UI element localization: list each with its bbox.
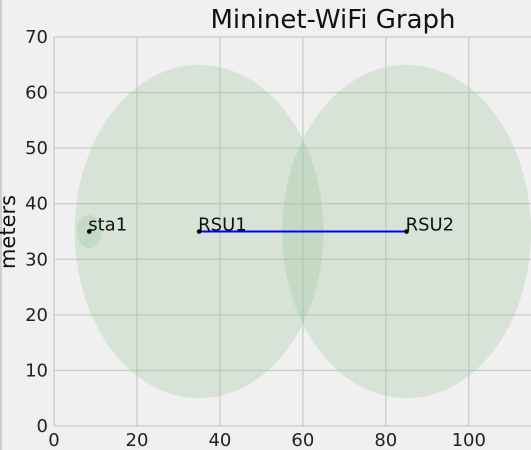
x-tick-label: 20 [126, 430, 149, 450]
x-tick-label: 0 [48, 430, 59, 450]
y-tick-label: 60 [25, 83, 48, 104]
y-tick-label: 40 [25, 194, 48, 215]
y-tick-label: 0 [37, 416, 48, 437]
label-layer: sta1 RSU1 RSU2 [88, 215, 454, 236]
chart-title: Mininet-WiFi Graph [210, 5, 455, 35]
node-point-rsu1 [196, 229, 202, 234]
x-tick-label: 100 [452, 430, 486, 450]
node-layer [86, 229, 409, 234]
x-tick-label: 80 [374, 430, 397, 450]
node-label-sta1: sta1 [88, 215, 127, 236]
node-point-sta1 [86, 229, 92, 234]
window-left-border [0, 0, 2, 450]
y-axis-title: meters [0, 195, 20, 269]
y-tick-label: 30 [25, 249, 48, 270]
y-tick-label: 10 [25, 360, 48, 381]
node-point-rsu2 [404, 229, 409, 234]
node-label-rsu2: RSU2 [406, 215, 455, 236]
x-tick-label: 60 [291, 430, 314, 450]
x-tick-label: 40 [208, 430, 231, 450]
y-tick-label: 20 [25, 305, 48, 326]
grid-layer [53, 36, 531, 427]
y-tick-label: 70 [25, 27, 48, 48]
y-tick-label: 50 [25, 138, 48, 159]
node-label-rsu1: RSU1 [198, 215, 247, 236]
tick-layer: 0 20 40 60 80 100 0 10 20 30 40 50 60 70 [25, 27, 486, 450]
